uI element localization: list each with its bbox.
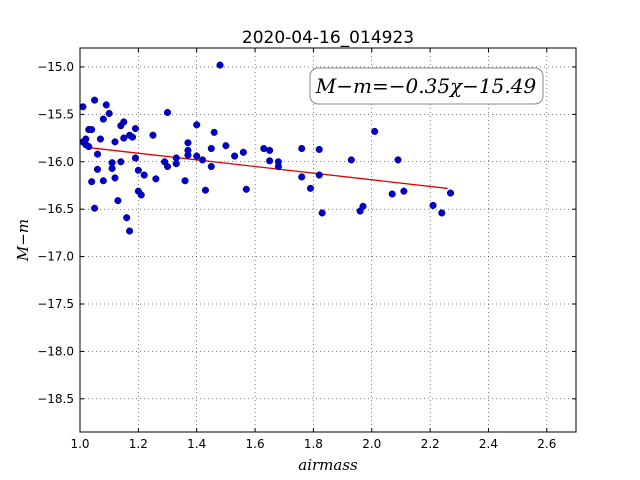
y-tick-label: −16.0 bbox=[37, 155, 74, 169]
data-point bbox=[274, 158, 282, 166]
y-axis-label: M−m bbox=[14, 219, 32, 262]
data-point bbox=[172, 154, 180, 162]
data-point bbox=[184, 139, 192, 147]
data-points bbox=[79, 61, 455, 235]
data-point bbox=[111, 174, 119, 182]
x-tick-label: 1.6 bbox=[246, 437, 265, 451]
data-point bbox=[429, 201, 437, 209]
data-point bbox=[108, 164, 116, 172]
data-point bbox=[88, 178, 96, 186]
x-axis-label: airmass bbox=[298, 456, 358, 474]
data-point bbox=[79, 103, 87, 111]
y-tick-label: −17.0 bbox=[37, 250, 74, 264]
data-point bbox=[126, 227, 134, 235]
fit-line bbox=[91, 147, 448, 190]
data-point bbox=[347, 156, 355, 164]
data-point bbox=[163, 162, 172, 171]
data-point bbox=[193, 121, 201, 129]
data-point bbox=[306, 184, 315, 192]
x-tick-label: 1.8 bbox=[304, 437, 323, 451]
data-point bbox=[134, 166, 142, 174]
data-point bbox=[201, 186, 210, 194]
data-point bbox=[85, 143, 93, 151]
data-point bbox=[359, 202, 367, 210]
data-point bbox=[315, 171, 323, 179]
data-point bbox=[446, 189, 455, 197]
data-point bbox=[231, 152, 239, 160]
data-point bbox=[318, 209, 326, 217]
x-tick-label: 1.0 bbox=[70, 437, 89, 451]
chart-title: 2020-04-16_014923 bbox=[242, 28, 414, 48]
data-point bbox=[400, 187, 408, 195]
data-point bbox=[105, 109, 113, 117]
data-point bbox=[388, 190, 396, 198]
data-point bbox=[239, 148, 247, 156]
data-point bbox=[111, 138, 119, 146]
data-point bbox=[93, 165, 102, 173]
x-tick-label: 2.4 bbox=[479, 437, 498, 451]
grid-lines bbox=[79, 48, 576, 432]
data-point bbox=[181, 177, 189, 185]
y-axis-ticks: −15.0 −15.5 −16.0 −16.5 −17.0 −17.5 −18.0 −18.5 bbox=[37, 60, 576, 406]
data-point bbox=[207, 162, 215, 171]
equation-annotation: M−m=−0.35χ−15.49 bbox=[309, 67, 544, 105]
x-tick-label: 2.6 bbox=[537, 437, 556, 451]
y-tick-label: −15.0 bbox=[37, 60, 74, 74]
data-point bbox=[91, 204, 99, 212]
plot-frame bbox=[79, 47, 577, 433]
data-point bbox=[210, 128, 218, 136]
data-point bbox=[99, 115, 107, 123]
data-point bbox=[123, 214, 131, 222]
annotation-box bbox=[309, 67, 544, 105]
data-point bbox=[131, 125, 139, 133]
y-tick-label: −16.5 bbox=[37, 202, 74, 216]
annotation-text: M−m=−0.35χ−15.49 bbox=[315, 74, 537, 98]
data-point bbox=[242, 185, 250, 193]
data-point bbox=[91, 96, 99, 104]
data-point bbox=[114, 197, 122, 205]
data-point bbox=[120, 134, 128, 142]
data-point bbox=[140, 171, 148, 179]
data-point bbox=[149, 131, 157, 139]
y-tick-label: −18.0 bbox=[37, 344, 74, 358]
data-point bbox=[152, 175, 160, 183]
data-point bbox=[222, 142, 230, 150]
y-tick-label: −18.5 bbox=[37, 392, 74, 406]
data-point bbox=[131, 154, 139, 162]
data-point bbox=[120, 118, 128, 126]
data-point bbox=[207, 144, 215, 153]
data-point bbox=[128, 133, 137, 141]
data-point bbox=[266, 146, 274, 154]
data-point bbox=[216, 61, 224, 69]
data-point bbox=[99, 177, 107, 185]
data-point bbox=[137, 191, 145, 199]
data-point bbox=[163, 108, 172, 117]
y-tick-label: −15.5 bbox=[37, 107, 74, 121]
data-point bbox=[96, 135, 104, 143]
data-point bbox=[184, 146, 192, 154]
x-tick-label: 1.4 bbox=[187, 437, 206, 451]
y-tick-label: −17.5 bbox=[37, 297, 74, 311]
data-point bbox=[371, 127, 379, 135]
x-axis-ticks: 1.0 1.2 1.4 1.6 1.8 2.0 2.2 2.4 2.6 bbox=[70, 48, 556, 451]
data-point bbox=[102, 101, 110, 109]
x-tick-label: 1.2 bbox=[129, 437, 148, 451]
data-point bbox=[298, 144, 306, 153]
x-tick-label: 2.0 bbox=[362, 437, 381, 451]
data-point bbox=[88, 125, 96, 134]
data-point bbox=[394, 156, 402, 164]
data-point bbox=[93, 150, 102, 158]
x-tick-label: 2.2 bbox=[421, 437, 440, 451]
fit-line-segment bbox=[91, 147, 448, 190]
data-point bbox=[315, 145, 323, 154]
data-point bbox=[266, 157, 274, 165]
data-point bbox=[438, 209, 446, 217]
data-point bbox=[298, 173, 306, 181]
data-point bbox=[117, 158, 125, 166]
data-point bbox=[198, 156, 207, 164]
data-point bbox=[193, 152, 201, 160]
